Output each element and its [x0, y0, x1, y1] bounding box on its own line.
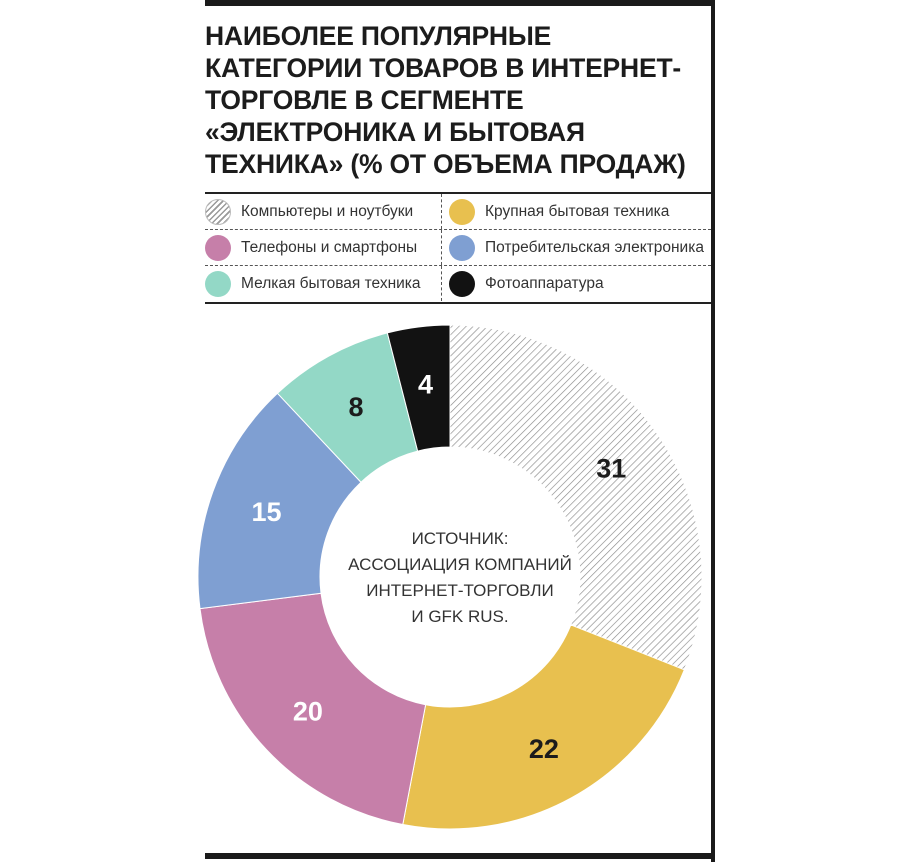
right-rule [711, 0, 715, 862]
slice-computers [449, 324, 703, 671]
slice-photo [386, 324, 451, 452]
slice-value-label: 8 [349, 392, 364, 422]
top-rule [205, 0, 711, 6]
legend-row: Телефоны и смартфоны Потребительская эле… [205, 230, 711, 266]
legend-item-small-appliances: Мелкая бытовая техника [205, 266, 442, 301]
legend-swatch [449, 234, 475, 261]
legend-swatch [205, 198, 231, 225]
slice-value-label: 15 [252, 497, 282, 527]
legend-label: Телефоны и смартфоны [241, 238, 418, 256]
source-note-line: И GFK RUS. [411, 607, 508, 626]
legend-label: Потребительская электроника [485, 238, 704, 256]
slice-value-label: 31 [596, 453, 626, 483]
legend-label: Фотоаппаратура [485, 274, 604, 292]
source-note-line: ИНТЕРНЕТ-ТОРГОВЛИ [366, 581, 553, 600]
legend-item-computers: Компьютеры и ноутбуки [205, 194, 442, 229]
bottom-rule [205, 853, 715, 859]
legend-swatch [449, 198, 475, 225]
slice-phones [199, 592, 427, 826]
legend-swatch [449, 270, 475, 297]
legend-item-phones: Телефоны и смартфоны [205, 230, 442, 265]
legend-label: Крупная бытовая техника [485, 202, 670, 220]
donut-labels: 31 22 20 15 8 4 [252, 370, 627, 764]
legend: Компьютеры и ноутбуки Крупная бытовая те… [205, 192, 711, 304]
slice-consumer-electronics [197, 392, 362, 610]
donut-slices [197, 324, 703, 830]
chart-title: НАИБОЛЕЕ ПОПУЛЯРНЫЕ КАТЕГОРИИ ТОВАРОВ В … [205, 21, 686, 179]
source-note-line: ИСТОЧНИК: [412, 529, 509, 548]
slice-value-label: 20 [293, 696, 323, 726]
legend-row: Компьютеры и ноутбуки Крупная бытовая те… [205, 194, 711, 230]
legend-item-photo: Фотоаппаратура [449, 266, 711, 301]
slice-value-label: 4 [418, 370, 433, 400]
source-note: ИСТОЧНИК: АССОЦИАЦИЯ КОМПАНИЙ ИНТЕРНЕТ-ТОР… [348, 529, 572, 626]
slice-value-label: 22 [529, 734, 559, 764]
legend-swatch [205, 234, 231, 261]
source-note-line: АССОЦИАЦИЯ КОМПАНИЙ [348, 555, 572, 574]
legend-item-consumer-electronics: Потребительская электроника [449, 230, 711, 265]
legend-item-large-appliances: Крупная бытовая техника [449, 194, 711, 229]
legend-label: Компьютеры и ноутбуки [241, 202, 414, 220]
legend-label: Мелкая бытовая техника [241, 274, 421, 292]
legend-row: Мелкая бытовая техника Фотоаппаратура [205, 266, 711, 301]
legend-swatch [205, 270, 231, 297]
slice-large-appliances [402, 624, 685, 830]
